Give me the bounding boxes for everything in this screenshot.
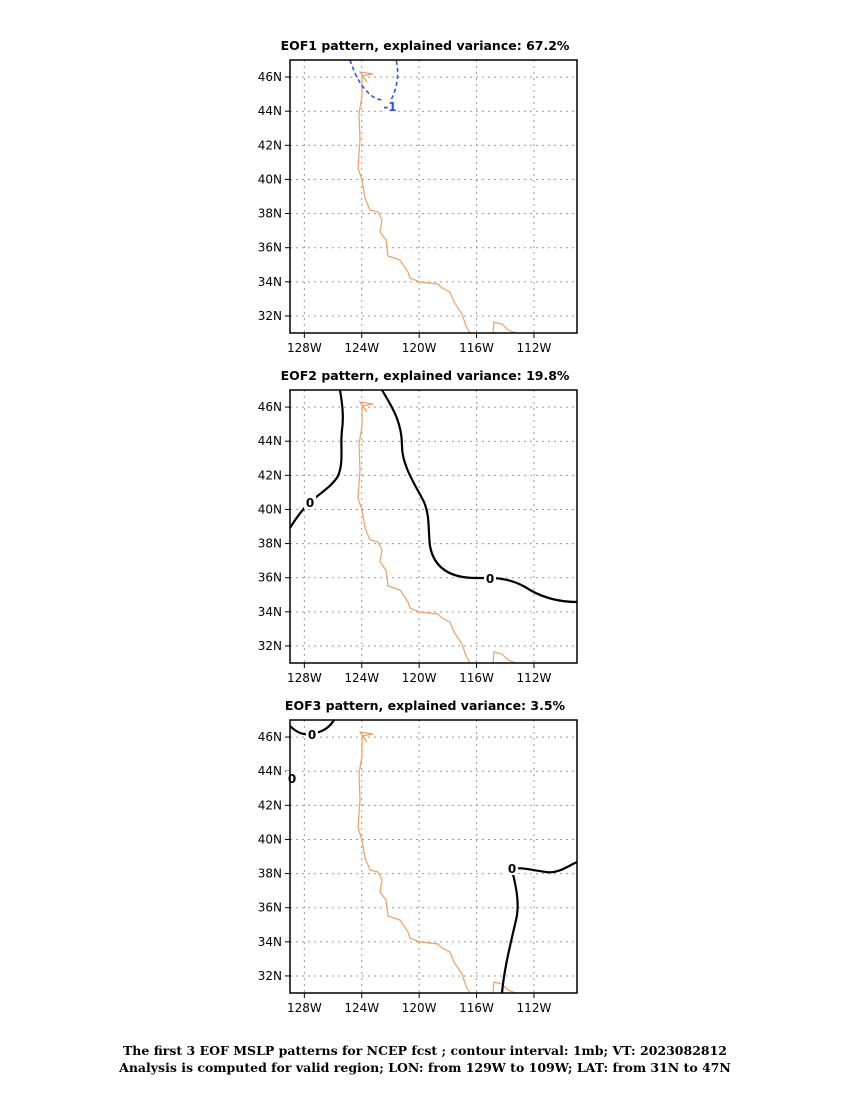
lon-tick-label: 120W (402, 1001, 437, 1015)
lon-tick-label: 124W (344, 1001, 379, 1015)
contour-label: 0 (486, 572, 494, 586)
contour-label-bg (506, 861, 518, 875)
footer-line-1: The first 3 EOF MSLP patterns for NCEP f… (123, 1043, 727, 1058)
contour-label: 0 (306, 496, 314, 510)
panel-3-title: EOF3 pattern, explained variance: 3.5% (284, 698, 566, 713)
lat-tick-label: 34N (258, 935, 282, 949)
lat-tick-label: 38N (258, 207, 282, 221)
panel-1-map: 46N 44N 42N 40N 38N 36N 34N 32N 128W 124W 120W 116W… (258, 59, 578, 355)
contour-label: 0 (508, 862, 516, 876)
lon-tick-label: 124W (344, 341, 379, 355)
lat-tick-label: 40N (258, 502, 282, 516)
panel-3-map: 46N 44N 42N 40N 38N 36N 34N 32N 128W 124W 120W 116W… (258, 719, 578, 1015)
lon-tick-label: 112W (517, 341, 552, 355)
lon-tick-label: 124W (344, 671, 379, 685)
zero-contour (500, 860, 578, 994)
lon-tick-label: 112W (517, 1001, 552, 1015)
lat-tick-label: 46N (258, 400, 282, 414)
lat-tick-label: 34N (258, 605, 282, 619)
lon-tick-label: 112W (517, 671, 552, 685)
lat-tick-label: 32N (258, 969, 282, 983)
lat-tick-label: 44N (258, 434, 282, 448)
footer-line-2: Analysis is computed for valid region; L… (119, 1060, 731, 1075)
lat-tick-label: 36N (258, 901, 282, 915)
lat-tick-label: 42N (258, 138, 282, 152)
lon-tick-label: 120W (402, 671, 437, 685)
lon-tick-label: 116W (459, 671, 494, 685)
lon-tick-label: 116W (459, 1001, 494, 1015)
lat-tick-label: 44N (258, 764, 282, 778)
lat-tick-label: 44N (258, 104, 282, 118)
contour-label: 0 (288, 772, 296, 786)
lon-tick-label: 128W (287, 341, 322, 355)
lat-tick-label: 38N (258, 537, 282, 551)
negative-contour (349, 59, 399, 101)
plot-frame (289, 719, 578, 994)
contour-label-bg (304, 495, 316, 509)
plot-frame (289, 389, 578, 664)
lat-tick-label: 34N (258, 275, 282, 289)
lon-tick-label: 128W (287, 1001, 322, 1015)
lat-tick-label: 32N (258, 639, 282, 653)
coastline (357, 71, 517, 334)
zero-contour (289, 389, 344, 529)
plot-frame (289, 59, 578, 334)
panel-2-title: EOF2 pattern, explained variance: 19.8% (280, 368, 570, 383)
lat-tick-label: 32N (258, 309, 282, 323)
lat-tick-label: 42N (258, 468, 282, 482)
lat-tick-label: 40N (258, 172, 282, 186)
lat-tick-label: 36N (258, 241, 282, 255)
panel-2-map: 46N 44N 42N 40N 38N 36N 34N 32N 128W 124W 120W 116W… (258, 389, 578, 685)
contour-label: 0 (308, 728, 316, 742)
lon-tick-label: 116W (459, 341, 494, 355)
contour-label-bg (286, 771, 298, 785)
panel-1-title: EOF1 pattern, explained variance: 67.2% (280, 38, 570, 53)
lat-tick-label: 38N (258, 867, 282, 881)
lat-tick-label: 40N (258, 832, 282, 846)
lat-tick-label: 36N (258, 571, 282, 585)
lat-tick-label: 42N (258, 798, 282, 812)
lon-tick-label: 120W (402, 341, 437, 355)
contour-label-bg (384, 99, 396, 113)
zero-contour (381, 389, 578, 604)
lon-tick-label: 128W (287, 671, 322, 685)
contour-label: -1 (383, 100, 396, 114)
contour-label-bg (484, 571, 496, 585)
contour-label-bg (306, 727, 318, 741)
lat-tick-label: 46N (258, 730, 282, 744)
lat-tick-label: 46N (258, 70, 282, 84)
coastline (357, 401, 517, 664)
